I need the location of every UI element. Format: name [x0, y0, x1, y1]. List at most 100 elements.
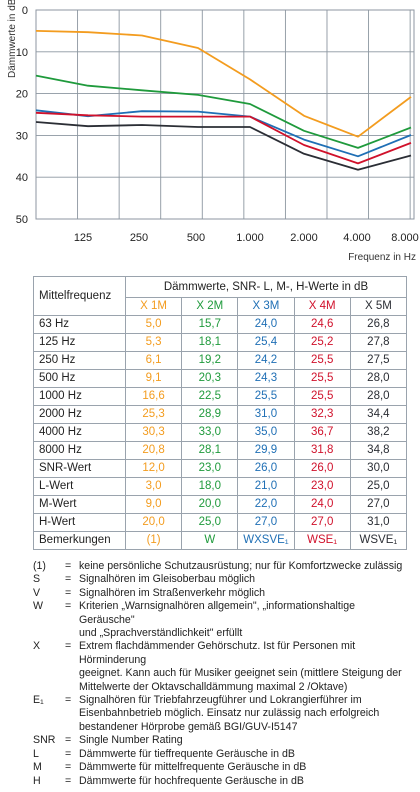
table-cell: 20,8 — [124, 441, 183, 460]
table-cell: WSE₁ — [293, 531, 351, 550]
legend-entry: M = Dämmwerte für mittelfrequente Geräusch… — [33, 761, 413, 774]
legend-entry: SNR = Single Number Rating — [33, 734, 413, 747]
legend-text: Single Number Rating — [79, 734, 183, 747]
legend-key: L — [33, 747, 39, 760]
series-line-x1m — [35, 30, 412, 138]
legend-equals: = — [65, 774, 72, 787]
table-row: 250 Hz 6,1 19,2 24,2 25,5 27,5 — [33, 351, 408, 370]
table-row: H-Wert 20,0 25,0 27,0 27,0 31,0 — [33, 513, 408, 532]
legend-text: Kriterien „Warnsignalhören allgemein", „… — [79, 600, 355, 640]
series-line-x2m — [35, 74, 412, 149]
table-cell: 5,3 — [124, 333, 183, 352]
attenuation-table-container: Mittelfrequenz Dämmwerte, SNR- L, M-, H-… — [33, 276, 408, 550]
legend-equals: = — [65, 640, 72, 653]
legend-text: Dämmwerte für tieffrequente Geräusche in… — [79, 747, 295, 760]
table-cell: 25,2 — [293, 333, 351, 352]
x-tick-label: 4.000 — [343, 232, 371, 244]
row-label: 250 Hz — [33, 351, 126, 370]
legend-text: Signalhören im Straßenverkehr möglich — [79, 586, 266, 599]
table-cell: 34,4 — [349, 405, 408, 424]
table-cell: 34,8 — [349, 441, 408, 460]
table-cell: 28,0 — [349, 369, 408, 388]
legend-entry: E₁ = Signalhören für Triebfahrzeugführer u… — [33, 694, 413, 734]
table-row: 4000 Hz 30,3 33,0 35,0 36,7 38,2 — [33, 423, 408, 442]
table-row: Bemerkungen (1) W WXSVE₁ WSE₁ WSVE₁ — [33, 531, 408, 550]
table-cell: 20,0 — [181, 495, 239, 514]
legend-equals: = — [65, 734, 72, 747]
table-cell: 29,9 — [237, 441, 295, 460]
table-row: M-Wert 9,0 20,0 22,0 24,0 27,0 — [33, 495, 408, 514]
legend-equals: = — [65, 600, 72, 613]
legend-key: S — [33, 573, 41, 586]
table-cell: 28,0 — [349, 387, 408, 406]
table-cell: W — [181, 531, 239, 550]
x-axis-ticks: 125 250 500 1.000 2.000 4.000 8.000 — [74, 232, 419, 244]
attenuation-chart: 0 10 20 30 40 50 125 250 500 1.000 2.000 4.000 8.00… — [7, 0, 419, 263]
table-cell: 9,0 — [124, 495, 183, 514]
legend-equals: = — [65, 573, 72, 586]
legend-key: (1) — [33, 560, 46, 572]
table-cell: 31,0 — [349, 513, 408, 532]
series-lines — [35, 30, 412, 171]
table-cell: 15,7 — [181, 315, 239, 334]
legend-text: Dämmwerte für hochfrequente Geräusche in… — [79, 774, 304, 787]
table-cell: 3,0 — [124, 477, 183, 496]
table-row: 63 Hz 5,0 15,7 24,0 24,6 26,8 — [33, 315, 408, 334]
x-tick-label: 8.000 — [391, 232, 419, 244]
legend-entry: L = Dämmwerte für tieffrequente Geräusche … — [33, 748, 413, 761]
column-header: X 4M — [293, 297, 351, 316]
table-row: 500 Hz 9,1 20,3 24,3 25,5 28,0 — [33, 369, 408, 388]
corner-label: Mittelfrequenz — [33, 276, 126, 316]
legend-entry: (1) = keine persönliche Schutzausrüstung; … — [33, 560, 413, 573]
table-cell: 27,0 — [349, 495, 408, 514]
row-label: H-Wert — [33, 513, 126, 532]
legend-text: Extrem flachdämmender Gehörschutz. Ist f… — [79, 640, 402, 693]
y-axis-label: Dämmwerte in dB — [7, 0, 18, 78]
table-cell: 30,3 — [124, 423, 183, 442]
table-cell: WXSVE₁ — [237, 531, 295, 550]
table-cell: 25,5 — [293, 387, 351, 406]
table-cell: 22,0 — [237, 495, 295, 514]
legend-key: V — [33, 586, 41, 599]
table-cell: 31,8 — [293, 441, 351, 460]
legend-key: W — [33, 600, 43, 613]
row-label: 63 Hz — [33, 315, 126, 334]
legend-entry: H = Dämmwerte für hochfrequente Geräusche … — [33, 775, 413, 788]
table-cell: 25,0 — [181, 513, 239, 532]
table-row: L-Wert 3,0 18,0 21,0 23,0 25,0 — [33, 477, 408, 496]
table-header-title-row: Mittelfrequenz Dämmwerte, SNR- L, M-, H-… — [33, 276, 407, 316]
row-label: 125 Hz — [33, 333, 126, 352]
legend-key: X — [33, 640, 41, 653]
table-cell: 25,5 — [237, 387, 295, 406]
table-cell: 27,0 — [293, 513, 351, 532]
column-header: X 3M — [237, 297, 295, 316]
table-cell: 16,6 — [124, 387, 183, 406]
table-cell: 36,7 — [293, 423, 351, 442]
legend-equals: = — [65, 560, 72, 572]
table-title: Dämmwerte, SNR- L, M-, H-Werte in dB — [125, 276, 407, 298]
legend-text: Signalhören im Gleisoberbau möglich — [79, 573, 256, 586]
column-header: X 5M — [349, 297, 408, 316]
attenuation-table: Mittelfrequenz Dämmwerte, SNR- L, M-, H-… — [33, 276, 408, 550]
legend-text: Signalhören für Triebfahrzeugführer und … — [79, 694, 380, 733]
legend-entry: W = Kriterien „Warnsignalhören allgemein",… — [33, 600, 413, 640]
legend-equals: = — [65, 694, 72, 707]
table-cell: 30,0 — [349, 459, 408, 478]
table-cell: 12,0 — [124, 459, 183, 478]
table-cell: 20,3 — [181, 369, 239, 388]
x-tick-label: 500 — [187, 232, 205, 244]
table-cell: 25,0 — [349, 477, 408, 496]
table-cell: 6,1 — [124, 351, 183, 370]
table-cell: 18,1 — [181, 333, 239, 352]
row-label: L-Wert — [33, 477, 126, 496]
series-line-x5m — [35, 121, 412, 171]
table-cell: 26,0 — [293, 459, 351, 478]
y-tick-label: 20 — [16, 89, 28, 101]
x-tick-label: 2.000 — [290, 232, 318, 244]
row-label: 2000 Hz — [33, 405, 126, 424]
legend-equals: = — [65, 586, 72, 599]
table-cell: 18,0 — [181, 477, 239, 496]
y-tick-label: 30 — [16, 130, 28, 142]
legend-text: keine persönliche Schutzausrüstung; nur … — [79, 560, 403, 572]
table-cell: 20,0 — [124, 513, 183, 532]
